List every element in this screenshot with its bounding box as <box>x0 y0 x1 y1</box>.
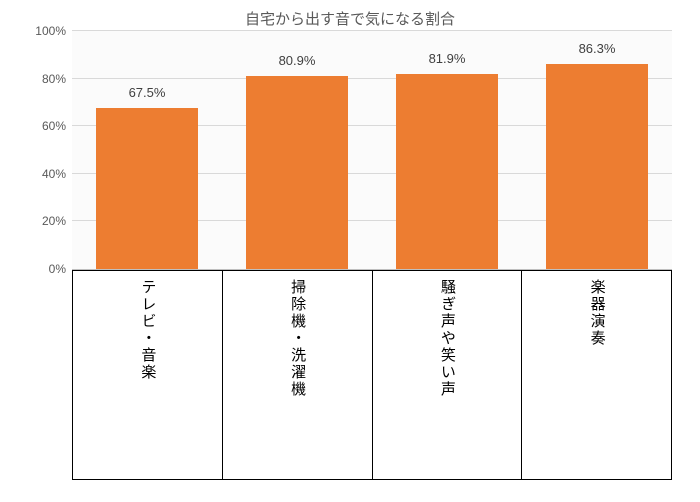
y-tick-label: 40% <box>24 167 66 181</box>
category-cell: 騒ぎ声や笑い声 <box>373 271 523 479</box>
bar <box>96 108 198 269</box>
bar <box>396 74 498 269</box>
category-cell: 楽器演奏 <box>522 271 672 479</box>
y-tick-label: 60% <box>24 119 66 133</box>
bar-slot: 86.3% <box>522 31 672 269</box>
plot-area: 0%20%40%60%80%100% 67.5%80.9%81.9%86.3% <box>72 31 672 270</box>
bars-group: 67.5% 80.9% 81.9% 86.3% <box>72 31 672 269</box>
category-cell: テレビ・音楽 <box>73 271 223 479</box>
bar <box>246 76 348 269</box>
y-tick-label: 80% <box>24 72 66 86</box>
bar-value-label: 80.9% <box>279 53 316 68</box>
bar-slot: 67.5% <box>72 31 222 269</box>
bar-value-label: 86.3% <box>579 41 616 56</box>
category-label: 楽器演奏 <box>588 279 606 469</box>
bar-value-label: 67.5% <box>129 85 166 100</box>
category-cell: 掃除機・洗濯機 <box>223 271 373 479</box>
category-label: 騒ぎ声や笑い声 <box>438 279 456 469</box>
y-tick-label: 20% <box>24 214 66 228</box>
category-table: テレビ・音楽 掃除機・洗濯機 騒ぎ声や笑い声 楽器演奏 <box>72 270 672 480</box>
category-label: 掃除機・洗濯機 <box>288 279 306 469</box>
bar-slot: 81.9% <box>372 31 522 269</box>
y-tick-label: 0% <box>24 262 66 276</box>
bar <box>546 64 648 269</box>
bar-slot: 80.9% <box>222 31 372 269</box>
y-tick-label: 100% <box>24 24 66 38</box>
category-label: テレビ・音楽 <box>138 279 156 469</box>
chart-title: 自宅から出す音で気になる割合 <box>20 8 680 29</box>
chart-container: 自宅から出す音で気になる割合 0% 20% 40% 60% 80% 100% 67.5% 8… <box>20 8 680 480</box>
bar-value-label: 81.9% <box>429 51 466 66</box>
